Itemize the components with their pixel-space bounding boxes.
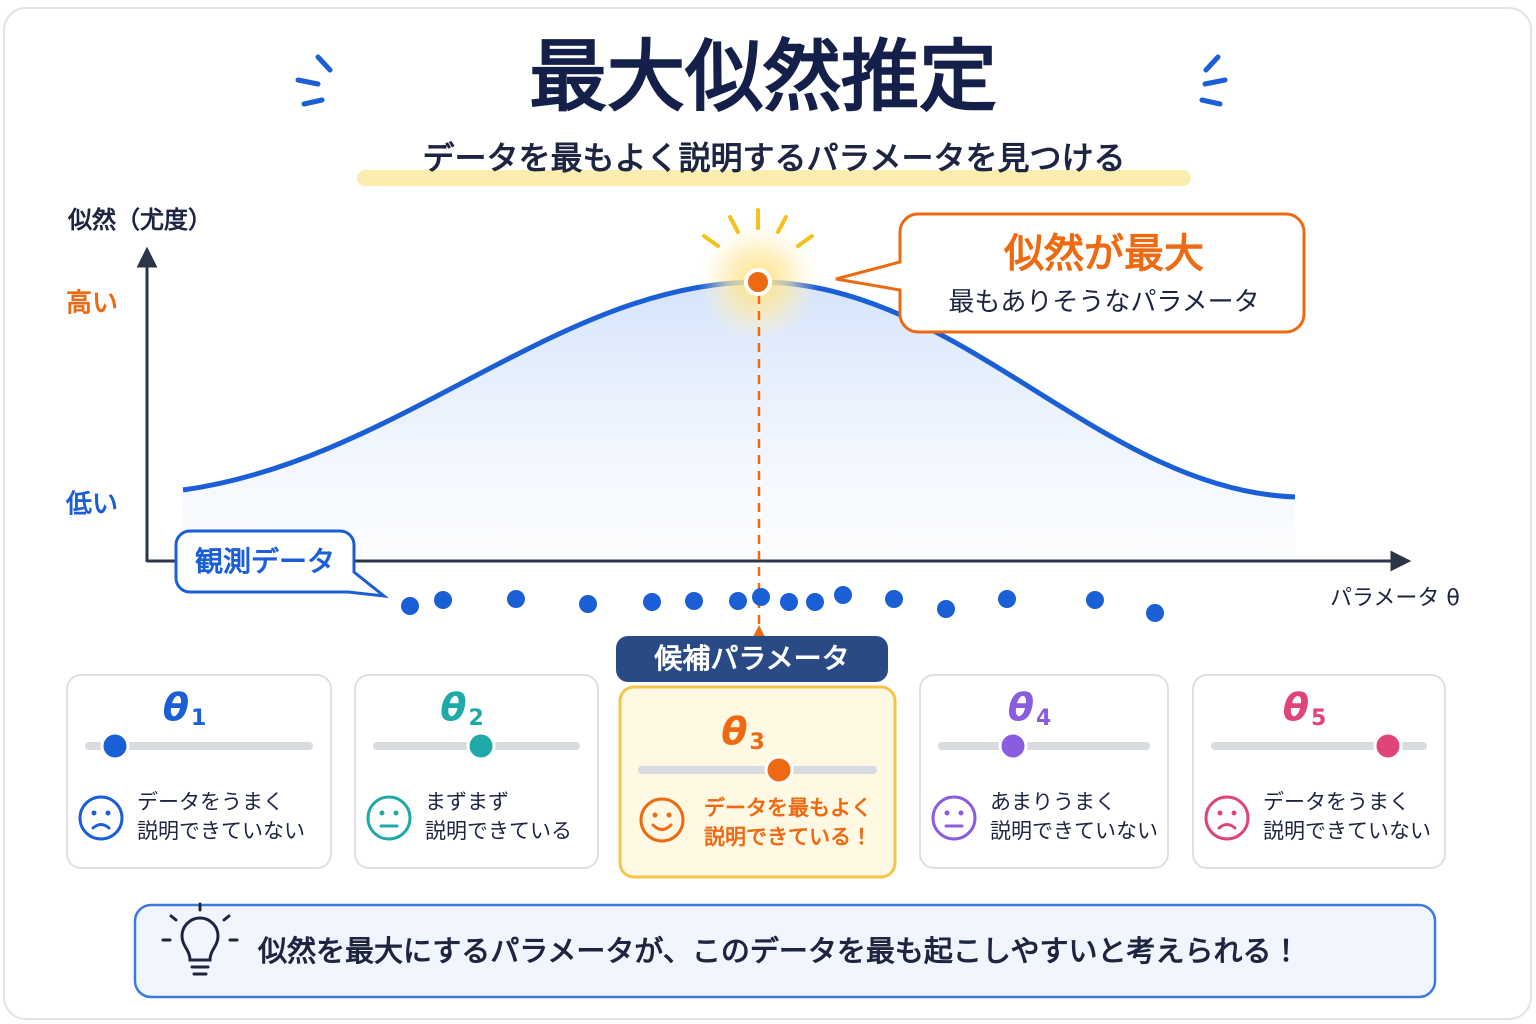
face-eye xyxy=(944,810,950,816)
card-text: 説明できていない xyxy=(990,819,1158,843)
footer-text: 似然を最大にするパラメータが、このデータを最も起こしやすいと考えられる！ xyxy=(257,934,1301,968)
data-point xyxy=(434,591,452,609)
card-text: 説明できていない xyxy=(137,819,305,843)
card-symbol: θ xyxy=(1008,686,1034,730)
peak-point xyxy=(744,268,772,296)
face-eye xyxy=(1217,810,1223,816)
slider-knob xyxy=(1373,731,1403,761)
data-point xyxy=(507,590,525,608)
data-point xyxy=(780,593,798,611)
slider-knob xyxy=(100,731,130,761)
face-icon xyxy=(366,795,412,841)
data-point xyxy=(579,595,597,613)
face-eye xyxy=(666,812,672,818)
callout-text: 最もありそうなパラメータ xyxy=(948,288,1259,318)
title: 最大似然推定 xyxy=(529,32,997,122)
card-subscript: 3 xyxy=(750,730,765,755)
low-label: 低い xyxy=(65,490,118,520)
card-text: まずまず xyxy=(425,790,509,814)
face-mouth xyxy=(1217,823,1237,830)
card-text: 説明できている xyxy=(425,819,572,843)
data-points xyxy=(401,586,1164,622)
card-subscript: 5 xyxy=(1311,706,1326,731)
data-point xyxy=(834,586,852,604)
data-point xyxy=(937,600,955,618)
card-text: データをうまく xyxy=(1263,790,1410,814)
card-symbol: θ xyxy=(1283,686,1309,730)
card-symbol: θ xyxy=(721,710,747,754)
callout-box xyxy=(835,212,1306,334)
y-axis-label: 似然（尤度） xyxy=(67,206,212,234)
card-text: データをうまく xyxy=(137,790,284,814)
card-text: 説明できていない xyxy=(1263,819,1431,843)
candidate-label: 候補パラメータ xyxy=(653,642,849,675)
face-eye xyxy=(1231,810,1237,816)
data-point xyxy=(806,593,824,611)
card-symbol: θ xyxy=(440,686,466,730)
peak-rays xyxy=(702,208,814,248)
candidate-badge xyxy=(616,636,888,682)
data-point xyxy=(885,590,903,608)
title-sparks xyxy=(295,54,1228,107)
data-point xyxy=(685,592,703,610)
card-text: データを最もよく xyxy=(704,796,872,820)
slider-knob xyxy=(764,755,794,785)
card xyxy=(1192,674,1446,869)
face-eye xyxy=(105,810,111,816)
face-icon xyxy=(1204,795,1250,841)
card-text: 説明できている！ xyxy=(704,825,872,849)
callout-title: 似然が最大 xyxy=(1003,231,1204,277)
observed-label: 観測データ xyxy=(195,545,335,578)
curve-area xyxy=(183,282,1295,560)
face-eye xyxy=(379,810,385,816)
footer-box xyxy=(133,903,1437,999)
high-label: 高い xyxy=(66,289,118,319)
data-point xyxy=(643,593,661,611)
face-icon xyxy=(78,795,124,841)
card-subscript: 4 xyxy=(1036,706,1051,731)
card-subscript: 1 xyxy=(191,706,206,731)
data-point xyxy=(752,588,770,606)
card-text: あまりうまく xyxy=(990,790,1116,814)
subtitle-highlight xyxy=(357,170,1191,186)
data-point xyxy=(998,590,1016,608)
candidate-pointer xyxy=(753,625,765,637)
slider-knob xyxy=(466,731,496,761)
data-point xyxy=(729,592,747,610)
x-axis-label: パラメータ θ xyxy=(1330,586,1460,611)
face-eye xyxy=(393,810,399,816)
card xyxy=(354,674,599,869)
card xyxy=(66,674,332,869)
card xyxy=(618,685,897,879)
card-symbol: θ xyxy=(163,686,189,730)
bulb-icon xyxy=(161,902,239,976)
face-icon xyxy=(639,797,685,843)
card-subscript: 2 xyxy=(469,706,484,731)
face-icon xyxy=(931,795,977,841)
subtitle: データを最もよく説明するパラメータを見つける xyxy=(422,139,1125,177)
data-point xyxy=(1146,604,1164,622)
face-eye xyxy=(958,810,964,816)
observed-bubble xyxy=(174,529,389,599)
data-point xyxy=(1086,591,1104,609)
data-point xyxy=(401,597,419,615)
face-mouth xyxy=(91,823,111,830)
face-mouth xyxy=(651,823,673,831)
face-eye xyxy=(652,812,658,818)
slider-knob xyxy=(998,731,1028,761)
card xyxy=(919,674,1169,869)
face-eye xyxy=(91,810,97,816)
